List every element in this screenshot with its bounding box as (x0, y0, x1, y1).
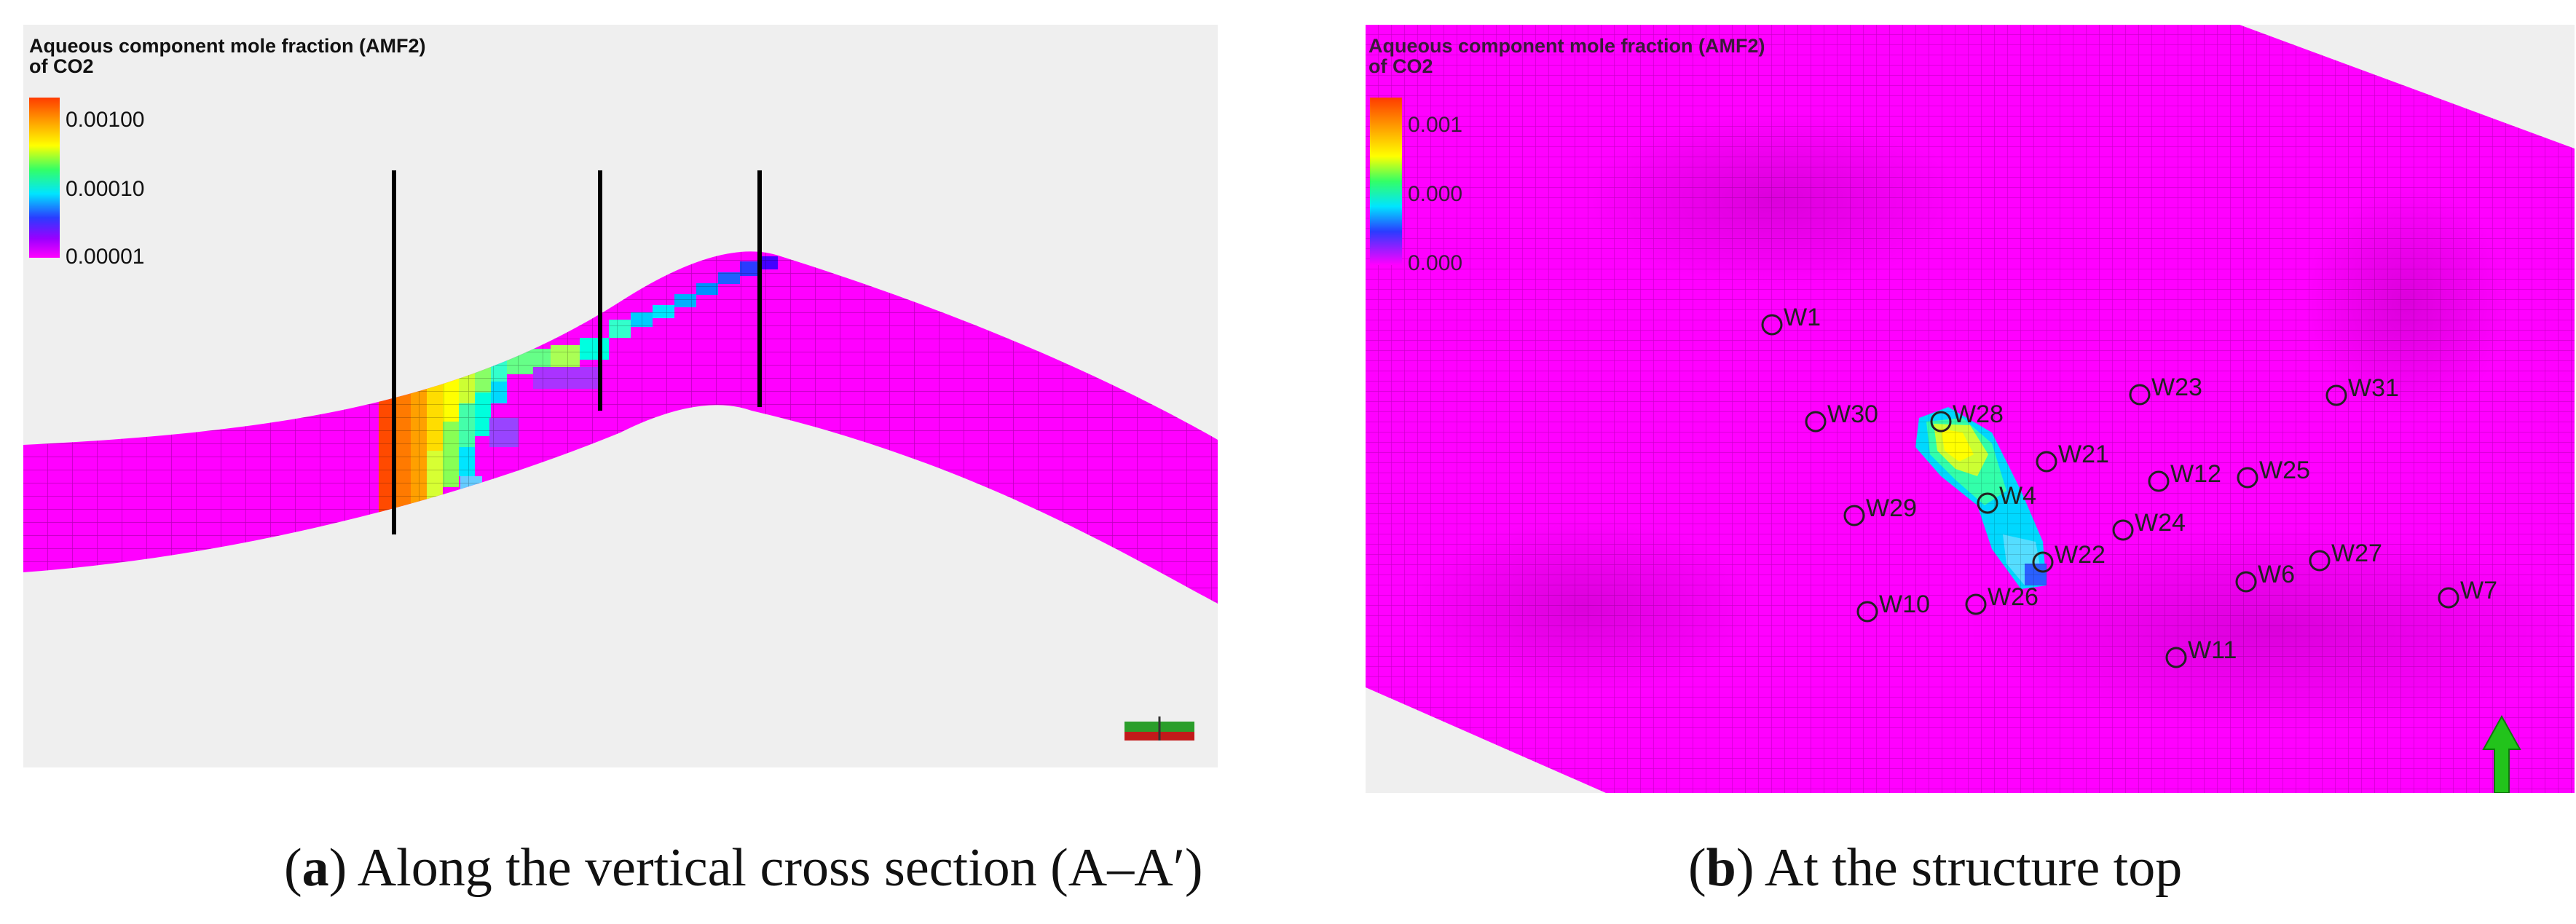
well-marker: W21 (2036, 441, 2109, 473)
well-marker: W4 (1977, 482, 2036, 514)
svg-text:W29: W29 (1866, 494, 1917, 522)
legend-b-tick-low: 0.000 (1408, 251, 1462, 275)
legend-b-tick-mid: 0.000 (1408, 182, 1462, 206)
legend-tick-mid: 0.00010 (66, 177, 144, 201)
well-marker: W22 (2032, 541, 2106, 573)
caption-a-letter: a (302, 838, 329, 898)
scale-bar (1124, 716, 1194, 741)
north-arrow (2482, 714, 2521, 793)
caption-b-text: At the structure top (1764, 838, 2183, 898)
well-marker: W24 (2112, 509, 2186, 541)
svg-text:W30: W30 (1827, 400, 1878, 428)
svg-text:W25: W25 (2259, 457, 2310, 484)
legend-b-title-line1: Aqueous component mole fraction (AMF2) (1368, 35, 1765, 57)
caption-a-text: Along the vertical cross section (A–A′) (357, 838, 1203, 898)
svg-text:W11: W11 (2188, 636, 2237, 664)
svg-text:W6: W6 (2258, 561, 2295, 588)
svg-text:W27: W27 (2331, 540, 2382, 567)
svg-text:W1: W1 (1784, 304, 1821, 331)
panel-b-structure-top: W1 W30 W28 W23 W31 W21 W12 W25 W29 W4 W2… (1366, 25, 2575, 793)
svg-text:W24: W24 (2135, 509, 2186, 537)
caption-b-letter: b (1706, 838, 1736, 898)
well-marker: W28 (1930, 400, 2004, 433)
legend-title-line2: of CO2 (29, 55, 94, 77)
well-marker: W7 (2438, 577, 2497, 609)
svg-text:W4: W4 (1999, 482, 2036, 510)
svg-text:W10: W10 (1879, 591, 1930, 618)
legend-tick-low: 0.00001 (66, 245, 144, 269)
svg-text:W7: W7 (2460, 577, 2497, 604)
well-marker: W10 (1856, 591, 1930, 623)
caption-b: (b) At the structure top (1688, 838, 2183, 898)
well-marker: W1 (1761, 304, 1821, 336)
svg-text:W26: W26 (1988, 583, 2039, 611)
color-bar-b (1370, 98, 1402, 265)
svg-text:W22: W22 (2055, 541, 2106, 569)
legend-title-line1: Aqueous component mole fraction (AMF2) (29, 35, 426, 57)
well-marker: W27 (2309, 540, 2382, 572)
well-marker: W26 (1965, 583, 2039, 615)
well-marker: W31 (2325, 374, 2399, 406)
well-marker: W25 (2237, 457, 2310, 489)
caption-a: (a) Along the vertical cross section (A–… (284, 838, 1203, 898)
svg-text:W28: W28 (1953, 400, 2004, 428)
svg-text:W21: W21 (2058, 441, 2109, 468)
svg-text:W31: W31 (2348, 374, 2399, 402)
well-marker: W11 (2165, 636, 2237, 668)
well-marker: W23 (2129, 374, 2202, 406)
well-marker: W30 (1805, 400, 1878, 433)
color-bar (29, 98, 60, 258)
legend-b-tick-high: 0.001 (1408, 113, 1462, 137)
panel-a-cross-section: Aqueous component mole fraction (AMF2) o… (23, 25, 1218, 767)
well-marker: W12 (2148, 460, 2221, 492)
wells-group: W1 W30 W28 W23 W31 W21 W12 W25 W29 W4 W2… (1761, 304, 2497, 668)
well-marker: W29 (1843, 494, 1917, 526)
svg-text:W23: W23 (2151, 374, 2202, 401)
legend-b-title-line2: of CO2 (1368, 55, 1433, 77)
legend-tick-high: 0.00100 (66, 108, 144, 132)
well-marker: W6 (2235, 561, 2295, 593)
svg-text:W12: W12 (2170, 460, 2221, 488)
